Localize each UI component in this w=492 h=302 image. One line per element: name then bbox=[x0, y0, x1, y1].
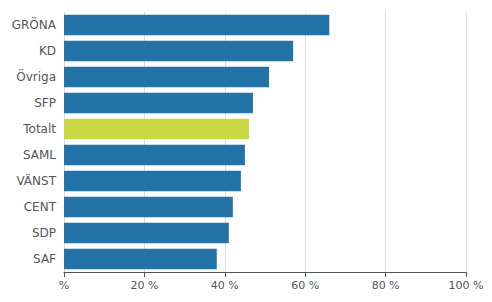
svg-text:100 %: 100 % bbox=[449, 279, 484, 292]
svg-text:Totalt: Totalt bbox=[22, 122, 56, 136]
svg-text:%: % bbox=[59, 279, 69, 292]
svg-text:20 %: 20 % bbox=[130, 279, 158, 292]
svg-text:SAML: SAML bbox=[23, 148, 56, 162]
svg-text:SDP: SDP bbox=[32, 226, 56, 240]
svg-text:CENT: CENT bbox=[24, 200, 57, 214]
svg-text:VÄNST: VÄNST bbox=[16, 173, 56, 188]
svg-text:GRÖNA: GRÖNA bbox=[12, 16, 57, 32]
svg-text:Övriga: Övriga bbox=[16, 68, 56, 84]
svg-text:KD: KD bbox=[39, 44, 56, 58]
svg-text:SFP: SFP bbox=[34, 96, 56, 110]
svg-text:60 %: 60 % bbox=[291, 279, 319, 292]
svg-text:40 %: 40 % bbox=[211, 279, 239, 292]
svg-text:80 %: 80 % bbox=[372, 279, 400, 292]
svg-text:SAF: SAF bbox=[33, 252, 56, 266]
